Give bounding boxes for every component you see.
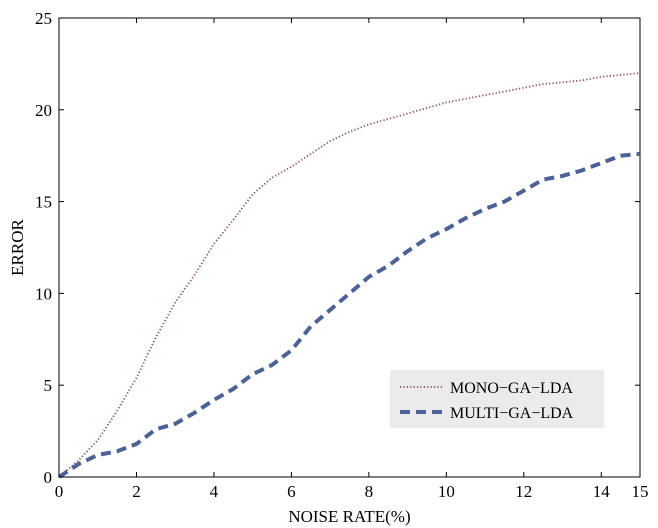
legend-label-1: MONO−GA−LDA bbox=[450, 380, 573, 397]
y-tick-label: 5 bbox=[44, 376, 53, 395]
x-axis: 0 2 4 6 8 10 12 14 15 bbox=[55, 18, 649, 501]
x-tick-label: 4 bbox=[210, 482, 219, 501]
y-axis-title: ERROR bbox=[8, 219, 27, 276]
x-axis-title: NOISE RATE(%) bbox=[288, 507, 410, 526]
x-tick-label: 15 bbox=[632, 482, 649, 501]
y-tick-label: 15 bbox=[35, 193, 52, 212]
legend-box bbox=[390, 370, 604, 428]
y-tick-label: 0 bbox=[44, 468, 53, 487]
plot-area bbox=[57, 17, 641, 479]
x-tick-label: 14 bbox=[593, 482, 611, 501]
x-tick-label: 6 bbox=[287, 482, 296, 501]
y-tick-label: 25 bbox=[35, 9, 52, 28]
x-tick-label: 8 bbox=[365, 482, 374, 501]
y-axis: 0 5 10 15 20 25 bbox=[35, 9, 640, 487]
x-tick-label: 12 bbox=[515, 482, 532, 501]
x-tick-label: 10 bbox=[438, 482, 455, 501]
x-tick-label: 2 bbox=[132, 482, 141, 501]
y-tick-label: 10 bbox=[35, 284, 52, 303]
legend: MONO−GA−LDA MULTI−GA−LDA bbox=[390, 370, 604, 428]
series-line-1 bbox=[58, 72, 641, 478]
y-tick-label: 20 bbox=[35, 101, 52, 120]
x-tick-label: 0 bbox=[55, 482, 64, 501]
legend-label-2: MULTI−GA−LDA bbox=[450, 405, 574, 422]
